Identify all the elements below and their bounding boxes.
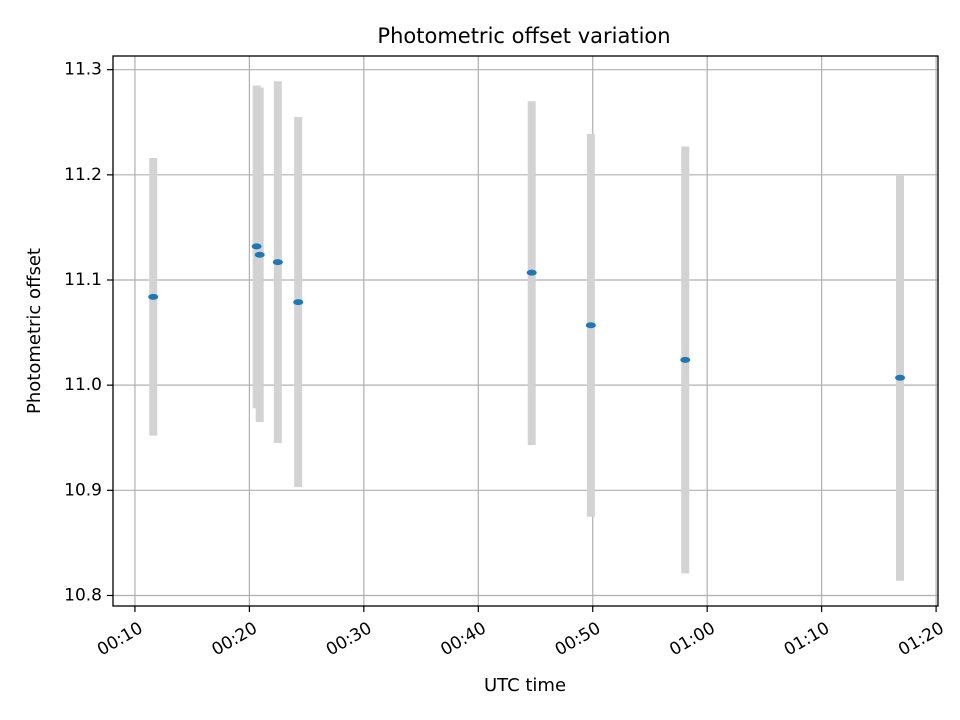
plot-frame (112, 55, 939, 607)
x-tick-label: 00:20 (208, 618, 260, 660)
error-bars (149, 81, 905, 581)
y-tick-label: 10.8 (64, 585, 102, 605)
x-axis-title: UTC time (484, 675, 566, 696)
data-point (526, 269, 537, 276)
chart-title: Photometric offset variation (377, 24, 670, 48)
y-tick-label: 11.0 (64, 375, 102, 395)
x-tick-label: 01:20 (895, 618, 947, 660)
y-tick-label: 11.3 (64, 60, 102, 80)
grid-lines (113, 56, 938, 606)
x-tick-label: 00:50 (552, 618, 604, 660)
y-tick-label: 11.1 (64, 270, 102, 290)
x-tick-label: 00:10 (94, 618, 146, 660)
x-tick-label: 01:10 (781, 618, 833, 660)
data-point (254, 251, 265, 258)
data-point (680, 356, 691, 363)
data-point (585, 322, 596, 329)
data-point (272, 259, 283, 266)
y-axis-title: Photometric offset (24, 248, 45, 414)
x-tick-label: 00:40 (437, 618, 489, 660)
data-point (293, 299, 304, 306)
y-tick-label: 10.9 (64, 480, 102, 500)
x-axis-ticks: 00:10 00:20 00:30 00:40 00:50 01:00 01:10 01:20 (94, 606, 948, 660)
data-point (895, 374, 906, 381)
x-tick-label: 00:30 (323, 618, 375, 660)
data-points (148, 243, 906, 381)
y-tick-label: 11.2 (64, 165, 102, 185)
data-point (148, 293, 159, 300)
y-axis-ticks: 10.8 10.9 11.0 11.1 11.2 11.3 (64, 60, 113, 605)
x-tick-label: 01:00 (666, 618, 718, 660)
data-point (251, 243, 262, 250)
